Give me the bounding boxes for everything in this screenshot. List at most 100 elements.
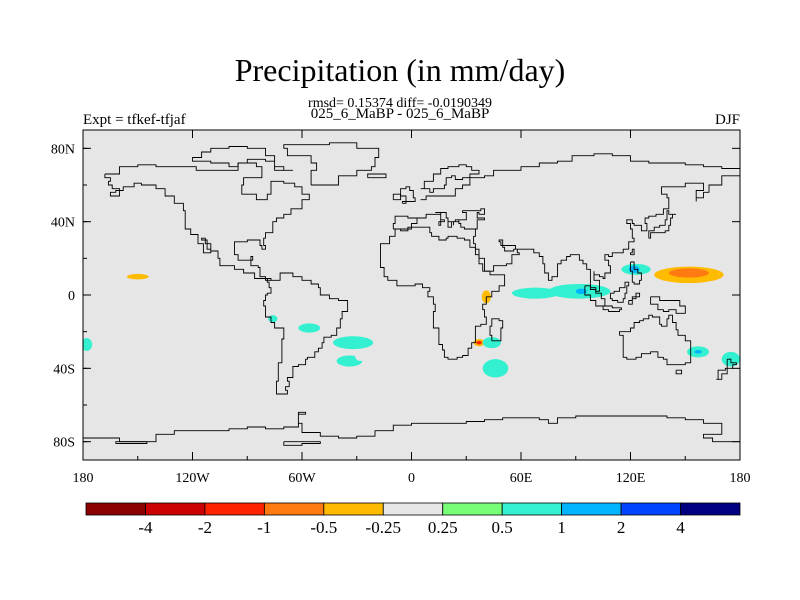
anomaly-region-4 <box>84 345 125 355</box>
anomaly-region-45 <box>650 339 662 347</box>
anomaly-region-48 <box>690 364 699 373</box>
colorbar-bin-1 <box>145 502 206 516</box>
anomaly-region-19 <box>419 306 426 314</box>
y-tick-label-1: 40N <box>51 216 75 231</box>
anomaly-region-15 <box>333 336 374 350</box>
coastline-20 <box>628 292 641 305</box>
x-tick-label-1: 120W <box>175 471 210 486</box>
anomaly-region-5 <box>83 338 93 351</box>
anomaly-region-9 <box>214 260 222 268</box>
coastline-22 <box>630 261 642 285</box>
anomaly-region-29 <box>482 359 509 378</box>
anomaly-region-24 <box>477 322 489 341</box>
coastline-7 <box>489 318 504 342</box>
anomaly-region-34 <box>548 303 571 309</box>
colorbar-label-0: -4 <box>138 518 153 537</box>
anomaly-region-14 <box>298 323 321 333</box>
coastline-10 <box>367 173 387 179</box>
anomaly-region-35 <box>524 365 543 375</box>
y-tick-label-4: 80S <box>53 436 75 451</box>
experiment-label: Expt = tfkef-tfjaf <box>83 112 186 128</box>
colorbar-label-1: -2 <box>198 518 212 537</box>
colorbar-label-7: 1 <box>557 518 566 537</box>
anomaly-region-3 <box>83 318 133 330</box>
plot-title: Precipitation (in mm/day) <box>234 52 566 88</box>
anomaly-region-0 <box>83 269 113 281</box>
anomaly-region-26 <box>476 340 482 345</box>
anomaly-region-41 <box>674 215 700 229</box>
colorbar-bin-0 <box>85 502 146 516</box>
colorbar-bin-10 <box>680 502 741 516</box>
coastline-5 <box>417 208 485 230</box>
anomaly-region-33 <box>575 288 587 295</box>
latitude-ticks: 80N 40N 0 40S 80S <box>51 142 740 451</box>
x-tick-label-2: 60W <box>288 471 316 486</box>
coastline-outlines <box>83 142 740 446</box>
anomaly-region-20 <box>265 445 273 449</box>
colorbar-bin-9 <box>620 502 681 516</box>
coastline-3 <box>192 146 293 171</box>
anomaly-region-8 <box>139 235 155 241</box>
coastline-26 <box>283 441 321 446</box>
colorbar-label-5: 0.25 <box>428 518 458 537</box>
anomaly-region-18 <box>333 372 366 387</box>
anomaly-field <box>83 190 740 449</box>
anomaly-region-13 <box>268 315 278 323</box>
coastline-2 <box>283 142 380 186</box>
plot-subtitle: 025_6_MaBP - 025_6_MaBP <box>310 106 490 122</box>
coastline-8 <box>400 186 416 204</box>
coastline-12 <box>420 153 740 292</box>
coastline-9 <box>392 193 402 201</box>
colorbar-bin-3 <box>263 502 325 516</box>
coastline-0 <box>104 162 310 281</box>
x-tick-label-5: 120E <box>616 471 646 486</box>
colorbar <box>85 502 741 516</box>
anomaly-region-17 <box>354 350 366 361</box>
coastline-6 <box>380 226 506 360</box>
x-tick-label-4: 60E <box>510 471 533 486</box>
rmsd-diff-stats: rmsd= 0.15374 diff= -0.0190349 <box>308 96 492 111</box>
anomaly-region-27 <box>458 352 474 362</box>
coastline-16 <box>648 210 677 239</box>
colorbar-bin-6 <box>442 502 503 516</box>
coastline-13 <box>619 314 692 366</box>
longitude-ticks: 180 120W 60W 0 60E 120E 180 <box>73 130 751 486</box>
coastline-23 <box>630 248 635 256</box>
anomaly-region-12 <box>258 294 266 304</box>
x-tick-label-3: 0 <box>408 471 415 486</box>
coastline-15 <box>716 358 737 380</box>
colorbar-label-2: -1 <box>257 518 271 537</box>
y-tick-label-2: 0 <box>68 289 75 304</box>
coastline-11 <box>420 164 480 193</box>
anomaly-region-31 <box>511 287 560 299</box>
colorbar-label-9: 4 <box>676 518 685 537</box>
x-tick-label-6: 180 <box>730 471 751 486</box>
colorbar-bin-2 <box>204 502 265 516</box>
colorbar-bin-7 <box>501 502 563 516</box>
coastline-17 <box>584 285 606 307</box>
anomaly-region-38 <box>668 268 709 278</box>
season-label: DJF <box>714 112 740 128</box>
anomaly-region-30 <box>517 332 540 339</box>
colorbar-label-6: 0.5 <box>492 518 513 537</box>
map-background <box>83 130 740 460</box>
anomaly-region-28 <box>482 337 501 349</box>
anomaly-region-44 <box>694 350 702 354</box>
colorbar-labels: -4 -2 -1 -0.5 -0.25 0.25 0.5 1 2 4 <box>138 518 685 537</box>
coastline-14 <box>675 369 683 375</box>
coastline-24 <box>83 411 740 446</box>
anomaly-region-10 <box>260 245 286 264</box>
colorbar-bin-5 <box>382 502 444 516</box>
coastline-19 <box>609 281 630 303</box>
coastline-1 <box>263 272 349 395</box>
y-tick-label-0: 80N <box>51 142 75 157</box>
anomaly-region-2 <box>126 273 149 280</box>
colorbar-bin-4 <box>323 502 384 516</box>
colorbar-label-3: -0.5 <box>310 518 337 537</box>
anomaly-region-7 <box>187 190 206 209</box>
x-tick-label-0: 180 <box>73 471 94 486</box>
y-tick-label-3: 40S <box>53 362 75 377</box>
colorbar-label-8: 2 <box>617 518 626 537</box>
coastline-21 <box>650 296 686 314</box>
